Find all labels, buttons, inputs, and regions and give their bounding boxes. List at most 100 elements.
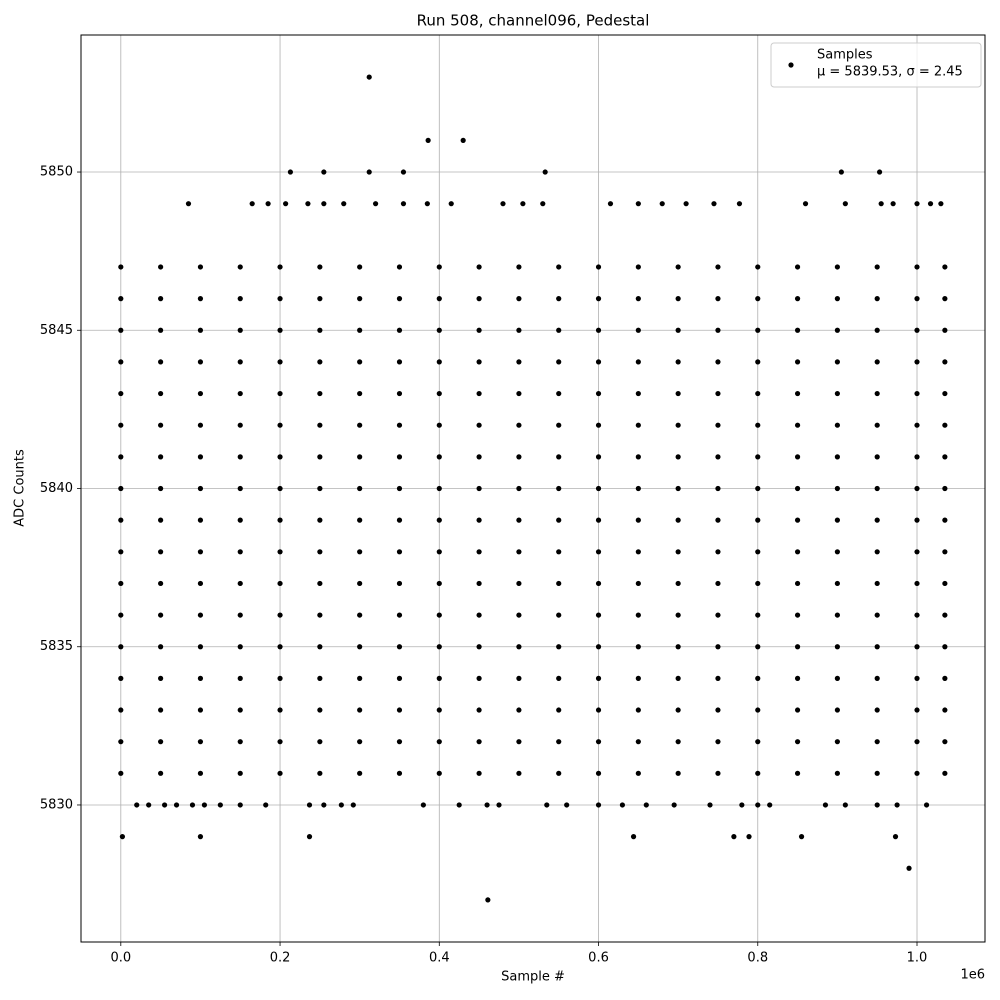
point [755, 359, 761, 365]
point [185, 201, 192, 207]
y-tick-label: 5840 [40, 481, 73, 496]
point [755, 580, 761, 587]
point [874, 264, 880, 270]
point [834, 485, 840, 492]
x-tick-label: 0.4 [429, 951, 450, 966]
point [357, 549, 363, 555]
point [237, 517, 243, 523]
point [794, 454, 801, 460]
point [914, 390, 920, 397]
point [158, 675, 164, 681]
point [942, 644, 948, 650]
point [516, 454, 522, 460]
point [516, 517, 522, 523]
point [942, 359, 948, 365]
point [396, 739, 403, 745]
point [834, 296, 840, 302]
point [237, 296, 243, 302]
point [317, 485, 323, 492]
point [556, 517, 562, 523]
point [715, 675, 721, 681]
point [595, 517, 602, 523]
point [396, 296, 403, 302]
point [436, 770, 442, 776]
point [396, 422, 403, 428]
point [118, 296, 124, 302]
chart-title: Run 508, channel096, Pedestal [417, 12, 650, 30]
point [914, 612, 920, 618]
point [794, 580, 801, 587]
point [197, 485, 204, 492]
point [516, 422, 522, 428]
point [317, 549, 323, 555]
point [396, 327, 403, 333]
point [396, 770, 403, 776]
point [197, 327, 204, 333]
point [755, 802, 761, 808]
point [396, 485, 403, 492]
point [317, 580, 323, 587]
point [317, 644, 323, 650]
point [317, 612, 323, 618]
point [436, 739, 442, 745]
point [715, 517, 721, 523]
point [595, 264, 602, 270]
point [834, 517, 840, 523]
x-tick-label: 0.6 [588, 951, 609, 966]
point [520, 201, 526, 207]
point [635, 644, 641, 650]
point [556, 675, 562, 681]
point [635, 201, 641, 207]
point [396, 612, 403, 618]
point [564, 802, 570, 808]
point [357, 264, 363, 270]
point [755, 644, 761, 650]
point [357, 517, 363, 523]
point [396, 517, 403, 523]
legend: Samples μ = 5839.53, σ = 2.45 [770, 42, 982, 88]
point [197, 549, 204, 555]
point [158, 517, 164, 523]
point [874, 770, 880, 776]
point [755, 517, 761, 523]
point [755, 612, 761, 618]
legend-label: Samples [817, 48, 873, 63]
point [675, 549, 681, 555]
point [118, 359, 124, 365]
point [118, 390, 124, 397]
point [436, 707, 442, 713]
point [914, 201, 920, 207]
point [675, 612, 681, 618]
point [476, 549, 482, 555]
point [914, 644, 920, 650]
point [118, 675, 124, 681]
point [306, 834, 313, 840]
point [366, 74, 372, 80]
point [834, 264, 840, 270]
point [739, 802, 745, 808]
point [317, 454, 323, 460]
point [197, 834, 204, 840]
point [158, 485, 164, 492]
point [158, 296, 164, 302]
point [476, 675, 482, 681]
point [119, 834, 126, 840]
point [277, 517, 283, 523]
point [436, 485, 442, 492]
point [755, 549, 761, 555]
point [894, 802, 900, 808]
y-tick-label: 5830 [40, 797, 73, 812]
point [317, 422, 323, 428]
point [197, 739, 204, 745]
point [197, 612, 204, 618]
point [874, 296, 880, 302]
point [635, 264, 641, 270]
point [317, 264, 323, 270]
point [595, 549, 602, 555]
point [372, 201, 379, 207]
legend-marker [788, 62, 794, 68]
point [635, 359, 641, 365]
point [595, 296, 602, 302]
point [630, 834, 637, 840]
x-tick-label: 0.2 [270, 951, 291, 966]
